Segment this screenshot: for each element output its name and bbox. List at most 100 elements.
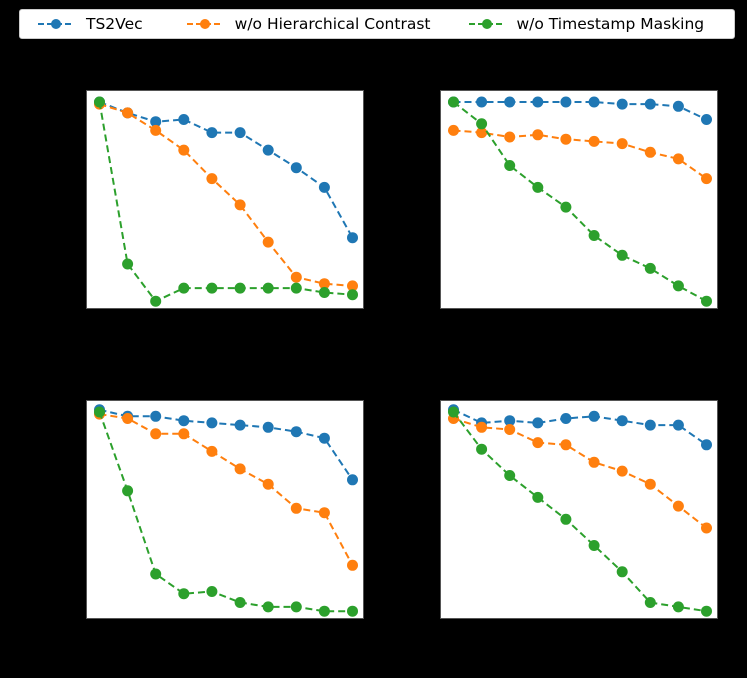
data-point-marker bbox=[701, 439, 712, 451]
data-point-marker bbox=[644, 146, 656, 158]
data-point-marker bbox=[234, 463, 246, 475]
data-point-marker bbox=[476, 118, 488, 130]
plot-panel-top-left bbox=[86, 90, 364, 309]
plot-area bbox=[94, 404, 358, 617]
data-point-marker bbox=[560, 133, 572, 145]
data-point-marker bbox=[476, 96, 488, 108]
data-point-marker bbox=[318, 432, 330, 444]
data-point-marker bbox=[701, 114, 712, 125]
data-point-marker bbox=[504, 415, 516, 427]
plot-panel-bottom-right bbox=[440, 400, 718, 619]
data-point-marker bbox=[290, 282, 302, 294]
legend-item-ts2vec: TS2Vec bbox=[38, 15, 143, 33]
data-point-marker bbox=[701, 295, 712, 307]
data-point-marker bbox=[644, 478, 656, 490]
legend-line-marker-icon bbox=[186, 19, 223, 29]
chart-legend: TS2Vec w/o Hierarchical Contrast w/o Tim… bbox=[19, 9, 735, 39]
data-point-marker bbox=[532, 417, 544, 429]
data-point-marker bbox=[532, 129, 544, 141]
data-point-marker bbox=[644, 597, 656, 608]
data-point-marker bbox=[616, 138, 628, 150]
data-point-marker bbox=[616, 465, 628, 477]
data-point-marker bbox=[150, 410, 162, 422]
data-point-marker bbox=[476, 421, 488, 433]
data-point-marker bbox=[347, 289, 358, 301]
data-point-marker bbox=[616, 98, 628, 110]
data-point-marker bbox=[701, 522, 712, 534]
legend-label: w/o Hierarchical Contrast bbox=[234, 15, 431, 33]
data-point-marker bbox=[504, 96, 516, 108]
data-point-marker bbox=[476, 127, 488, 139]
data-point-marker bbox=[290, 502, 302, 514]
series-w-o-hierarchical-contrast bbox=[94, 408, 358, 571]
data-point-marker bbox=[262, 282, 274, 294]
data-point-marker bbox=[318, 507, 330, 519]
data-point-marker bbox=[672, 601, 684, 613]
data-point-marker bbox=[588, 96, 600, 108]
data-point-marker bbox=[234, 127, 246, 139]
data-point-marker bbox=[178, 428, 190, 440]
data-point-marker bbox=[672, 153, 684, 165]
data-point-marker bbox=[672, 500, 684, 512]
data-point-marker bbox=[448, 406, 459, 418]
data-point-marker bbox=[701, 173, 712, 185]
data-point-marker bbox=[234, 419, 246, 431]
data-point-marker bbox=[532, 96, 544, 108]
data-point-marker bbox=[318, 605, 330, 617]
data-point-marker bbox=[178, 415, 190, 427]
data-point-marker bbox=[122, 413, 134, 424]
data-point-marker bbox=[150, 124, 162, 136]
legend-label: w/o Timestamp Masking bbox=[516, 15, 705, 33]
series-ts2vec bbox=[94, 404, 358, 486]
series-ts2vec bbox=[94, 96, 358, 244]
legend-item-wo-timestamp-masking: w/o Timestamp Masking bbox=[468, 15, 705, 33]
data-point-marker bbox=[532, 181, 544, 193]
data-point-marker bbox=[448, 96, 459, 108]
data-point-marker bbox=[290, 426, 302, 438]
data-point-marker bbox=[206, 445, 218, 457]
data-point-marker bbox=[122, 258, 134, 270]
data-point-marker bbox=[262, 144, 274, 156]
data-point-marker bbox=[701, 605, 712, 617]
data-point-marker bbox=[150, 568, 162, 580]
data-point-marker bbox=[560, 439, 572, 451]
data-point-marker bbox=[588, 230, 600, 241]
series-w-o-timestamp-masking bbox=[94, 406, 358, 617]
data-point-marker bbox=[504, 131, 516, 143]
data-point-marker bbox=[616, 566, 628, 578]
data-point-marker bbox=[347, 559, 358, 571]
data-point-marker bbox=[206, 586, 218, 597]
legend-item-wo-hierarchical-contrast: w/o Hierarchical Contrast bbox=[186, 15, 431, 33]
data-point-marker bbox=[560, 413, 572, 424]
data-point-marker bbox=[644, 419, 656, 431]
data-point-marker bbox=[560, 201, 572, 213]
data-point-marker bbox=[206, 127, 218, 139]
data-point-marker bbox=[672, 280, 684, 292]
data-point-marker bbox=[262, 601, 274, 613]
data-point-marker bbox=[206, 173, 218, 185]
series-w-o-timestamp-masking bbox=[448, 96, 712, 307]
data-point-marker bbox=[262, 421, 274, 433]
data-point-marker bbox=[448, 124, 459, 136]
legend-line-marker-icon bbox=[468, 19, 505, 29]
data-point-marker bbox=[588, 410, 600, 422]
data-point-marker bbox=[94, 406, 105, 418]
data-point-marker bbox=[476, 443, 488, 455]
data-point-marker bbox=[94, 96, 105, 108]
series-w-o-hierarchical-contrast bbox=[94, 98, 358, 292]
series-ts2vec bbox=[448, 96, 712, 125]
legend-label: TS2Vec bbox=[86, 15, 143, 33]
data-point-marker bbox=[290, 601, 302, 613]
data-point-marker bbox=[290, 162, 302, 174]
data-point-marker bbox=[588, 135, 600, 147]
data-point-marker bbox=[290, 271, 302, 283]
data-point-marker bbox=[347, 232, 358, 244]
data-point-marker bbox=[560, 513, 572, 525]
series-w-o-timestamp-masking bbox=[94, 96, 358, 307]
data-point-marker bbox=[178, 114, 190, 125]
data-point-marker bbox=[560, 96, 572, 108]
data-point-marker bbox=[318, 278, 330, 290]
data-point-marker bbox=[122, 485, 134, 497]
data-point-marker bbox=[206, 282, 218, 294]
data-point-marker bbox=[588, 456, 600, 468]
